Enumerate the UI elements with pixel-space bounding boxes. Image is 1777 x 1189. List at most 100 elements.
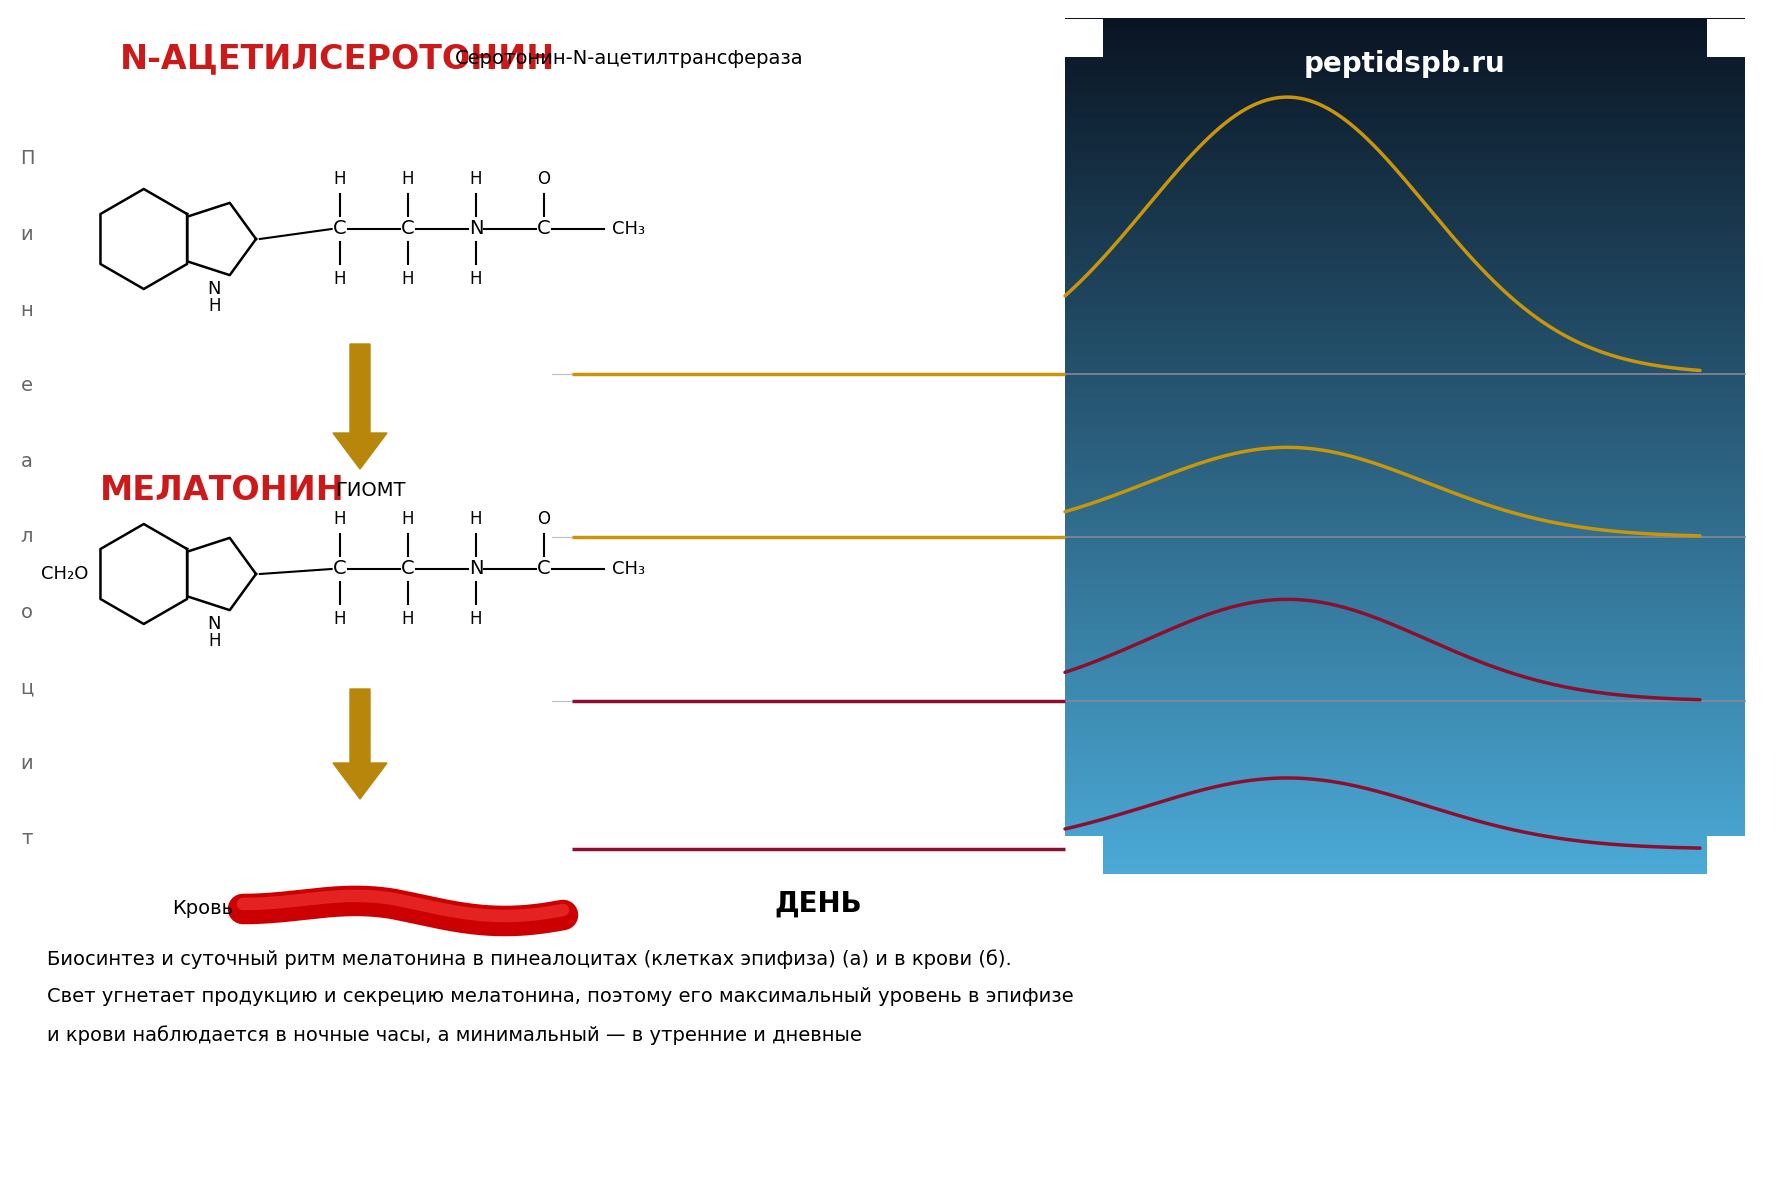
Bar xyxy=(1064,210,1745,214)
Bar xyxy=(1064,18,1745,21)
Bar xyxy=(1064,416,1745,419)
Bar xyxy=(1064,246,1745,250)
Bar xyxy=(1064,409,1745,413)
Bar xyxy=(1064,405,1745,408)
Bar xyxy=(1064,259,1745,263)
Bar xyxy=(1064,468,1745,472)
Text: C: C xyxy=(537,560,551,579)
Bar xyxy=(1064,591,1745,594)
Bar xyxy=(1064,559,1745,562)
Bar xyxy=(1064,864,1745,868)
Text: Кровь: Кровь xyxy=(172,900,233,918)
Bar xyxy=(1064,807,1745,810)
Text: N: N xyxy=(208,279,220,298)
Bar xyxy=(1064,436,1745,440)
Bar xyxy=(1064,159,1745,162)
Bar xyxy=(1064,384,1745,386)
Bar xyxy=(1064,841,1745,844)
Bar xyxy=(1064,779,1745,782)
Bar xyxy=(1064,728,1745,731)
Bar xyxy=(1064,152,1745,156)
Bar xyxy=(1064,687,1745,690)
Bar xyxy=(1064,634,1745,637)
Bar xyxy=(1064,663,1745,667)
Bar xyxy=(1064,567,1745,571)
Text: т: т xyxy=(21,830,32,849)
Bar xyxy=(1064,25,1745,27)
Bar xyxy=(1064,109,1745,113)
Text: CH₃: CH₃ xyxy=(611,560,645,578)
Bar xyxy=(1064,732,1745,735)
Bar xyxy=(1064,596,1745,598)
Bar xyxy=(1064,82,1745,86)
Bar xyxy=(1064,602,1745,605)
Text: C: C xyxy=(334,560,347,579)
Bar xyxy=(1064,23,1745,25)
Bar xyxy=(1027,874,1064,912)
Text: Серотонин-N-ацетилтрансфераза: Серотонин-N-ацетилтрансфераза xyxy=(455,50,803,69)
Bar xyxy=(1064,803,1745,806)
Text: H: H xyxy=(402,170,414,188)
Bar xyxy=(1064,350,1745,352)
Text: Биосинтез и суточный ритм мелатонина в пинеалоцитах (клетках эпифиза) (а) и в кр: Биосинтез и суточный ритм мелатонина в п… xyxy=(46,949,1011,969)
Bar xyxy=(1064,401,1745,404)
Bar xyxy=(1064,508,1745,510)
Text: а: а xyxy=(21,452,34,471)
Bar xyxy=(1064,856,1745,858)
Text: O: O xyxy=(537,510,551,528)
Bar xyxy=(1064,741,1745,743)
Bar xyxy=(1064,809,1745,812)
Wedge shape xyxy=(1708,19,1745,57)
Bar xyxy=(1064,580,1745,584)
Bar xyxy=(1064,533,1745,536)
Bar xyxy=(1064,700,1745,703)
Bar xyxy=(1064,52,1745,56)
Bar xyxy=(1064,315,1745,319)
Bar xyxy=(1064,19,1104,57)
Bar xyxy=(1064,358,1745,361)
Bar xyxy=(1064,867,1745,869)
Bar xyxy=(1064,131,1745,134)
Text: е: е xyxy=(21,376,34,395)
Bar xyxy=(1064,698,1745,700)
Bar xyxy=(1064,427,1745,429)
Bar xyxy=(1064,837,1745,839)
Bar xyxy=(1064,71,1745,75)
Bar xyxy=(1064,765,1745,767)
Bar xyxy=(1064,227,1745,231)
Bar xyxy=(1064,561,1745,564)
Text: и крови наблюдается в ночные часы, а минимальный — в утренние и дневные: и крови наблюдается в ночные часы, а мин… xyxy=(46,1025,862,1045)
Bar xyxy=(1064,433,1745,436)
Bar xyxy=(1064,144,1745,147)
Bar xyxy=(1064,336,1745,340)
Bar xyxy=(1064,283,1745,287)
Text: C: C xyxy=(402,220,414,239)
Bar xyxy=(1064,516,1745,520)
Bar xyxy=(1064,178,1745,182)
Bar xyxy=(1064,414,1745,416)
Bar xyxy=(1064,535,1745,539)
Bar xyxy=(1064,484,1745,487)
Bar xyxy=(1064,266,1745,269)
Text: peptidspb.ru: peptidspb.ru xyxy=(1304,50,1505,78)
Bar xyxy=(1064,499,1745,502)
Bar xyxy=(1064,722,1745,724)
Bar xyxy=(1064,58,1745,62)
Bar xyxy=(1064,629,1745,633)
Bar xyxy=(1064,734,1745,737)
Bar xyxy=(1064,331,1745,333)
Bar xyxy=(1064,460,1745,464)
Text: H: H xyxy=(334,270,347,288)
Bar xyxy=(1064,650,1745,654)
Bar xyxy=(1064,751,1745,754)
Bar xyxy=(1064,317,1745,320)
FancyArrow shape xyxy=(332,344,387,468)
Bar xyxy=(1064,302,1745,306)
Bar xyxy=(1064,792,1745,795)
Bar xyxy=(1064,677,1745,679)
Bar xyxy=(1064,170,1745,172)
Bar xyxy=(1064,482,1745,485)
Bar xyxy=(1064,574,1745,577)
Bar xyxy=(1064,816,1745,818)
Bar xyxy=(1064,270,1745,273)
